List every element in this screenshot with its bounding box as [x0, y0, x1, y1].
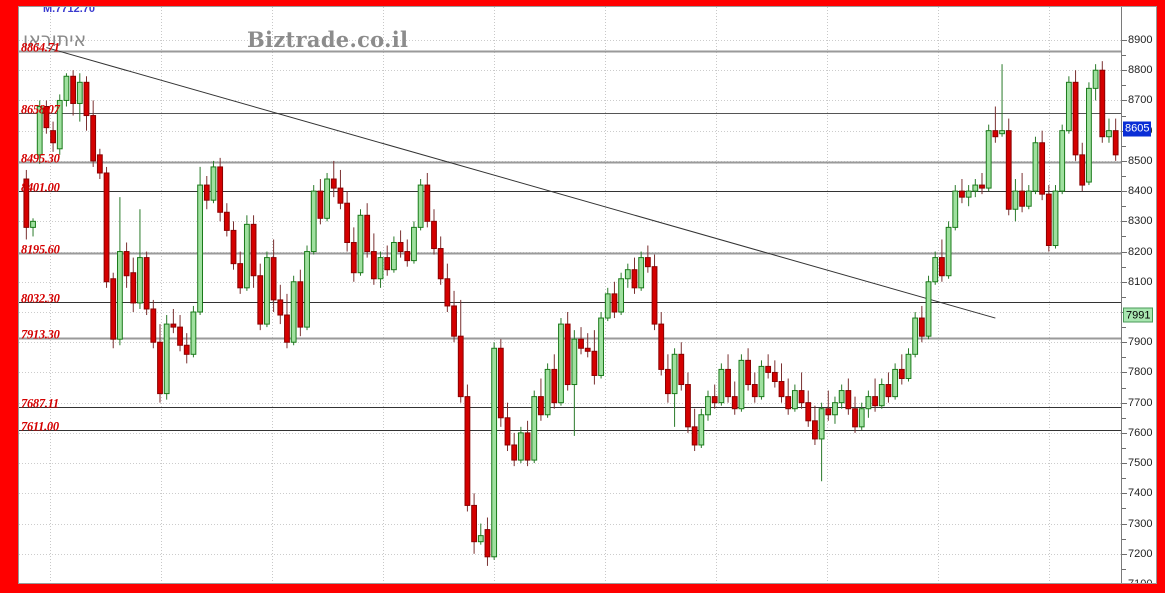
header-quote-text: M.7712.70 [43, 6, 95, 15]
price-level-label: 8032.30 [21, 291, 60, 306]
price-scale-minor-tick [1122, 145, 1126, 147]
watermark-label: Biztrade.co.il [247, 27, 409, 52]
price-scale-tick [1122, 553, 1127, 555]
price-scale-label: 8800 [1128, 64, 1153, 77]
price-scale-label: 8200 [1128, 245, 1153, 258]
price-scale-minor-tick [1122, 568, 1126, 570]
price-scale-tick [1122, 493, 1127, 495]
price-scale-minor-tick [1122, 206, 1126, 208]
price-scale-minor-tick [1122, 55, 1126, 57]
price-level-label: 8495.30 [21, 151, 60, 166]
price-scale-label: 7500 [1128, 457, 1153, 470]
price-scale-label: 8900 [1128, 34, 1153, 46]
price-scale-minor-tick [1122, 266, 1126, 268]
price-scale-label: 7300 [1128, 517, 1153, 530]
price-scale-minor-tick [1122, 538, 1126, 540]
price-scale-minor-tick [1122, 85, 1126, 87]
price-scale-tick [1122, 281, 1127, 283]
price-scale-tick [1122, 432, 1127, 434]
price-scale-tick [1122, 160, 1127, 162]
last-price-marker[interactable]: 8605 [1123, 121, 1152, 137]
candlestick-chart [19, 7, 1123, 583]
price-scale-minor-tick [1122, 478, 1126, 480]
price-scale-minor-tick [1122, 387, 1126, 389]
price-scale-tick [1122, 251, 1127, 253]
price-level-label: 8864.71 [21, 40, 60, 55]
price-level-label: 7611.00 [21, 419, 59, 434]
price-scale-tick [1122, 191, 1127, 193]
price-scale-label: 7600 [1128, 426, 1153, 439]
symbol-name-label: איתוראן [23, 29, 87, 51]
price-level-label: 8401.00 [21, 180, 60, 195]
price-scale-tick [1122, 372, 1127, 374]
price-scale-minor-tick [1122, 417, 1126, 419]
price-scale-label: 8700 [1128, 94, 1153, 107]
price-level-label: 7687.11 [21, 396, 59, 411]
reference-price-marker[interactable]: 7991 [1123, 307, 1154, 323]
price-scale-tick [1122, 221, 1127, 223]
price-scale-tick [1122, 100, 1127, 102]
price-scale-minor-tick [1122, 176, 1126, 177]
price-scale-axis[interactable]: 8900880087008600850084008300820081008000… [1121, 7, 1156, 584]
chart-frame: M.7712.70 איתוראן Biztrade.co.il 8864.71… [18, 6, 1157, 584]
price-scale-tick [1122, 342, 1127, 344]
price-scale-label: 8400 [1128, 185, 1153, 198]
price-scale-minor-tick [1122, 357, 1126, 359]
price-level-label: 7913.30 [21, 327, 60, 342]
price-scale-label: 8500 [1128, 154, 1153, 167]
price-scale-minor-tick [1122, 236, 1126, 238]
price-scale-tick [1122, 70, 1127, 72]
price-scale-tick [1122, 40, 1127, 41]
price-scale-label: 7900 [1128, 336, 1153, 349]
price-scale-minor-tick [1122, 327, 1126, 329]
chart-plot-area[interactable] [19, 7, 1123, 583]
price-scale-minor-tick [1122, 508, 1126, 510]
price-scale-label: 7800 [1128, 366, 1153, 379]
price-scale-tick [1122, 402, 1127, 404]
price-scale-label: 7100 [1128, 578, 1153, 584]
price-scale-label: 7700 [1128, 396, 1153, 409]
price-scale-label: 8100 [1128, 275, 1153, 288]
price-scale-label: 8300 [1128, 215, 1153, 228]
price-scale-label: 7200 [1128, 547, 1153, 560]
price-scale-minor-tick [1122, 296, 1126, 298]
price-scale-tick [1122, 523, 1127, 525]
price-level-label: 8658.07 [21, 102, 60, 117]
price-scale-minor-tick [1122, 448, 1126, 449]
price-scale-minor-tick [1122, 115, 1126, 117]
price-scale-label: 7400 [1128, 487, 1153, 500]
price-level-label: 8195.60 [21, 242, 60, 257]
price-scale-tick [1122, 463, 1127, 465]
